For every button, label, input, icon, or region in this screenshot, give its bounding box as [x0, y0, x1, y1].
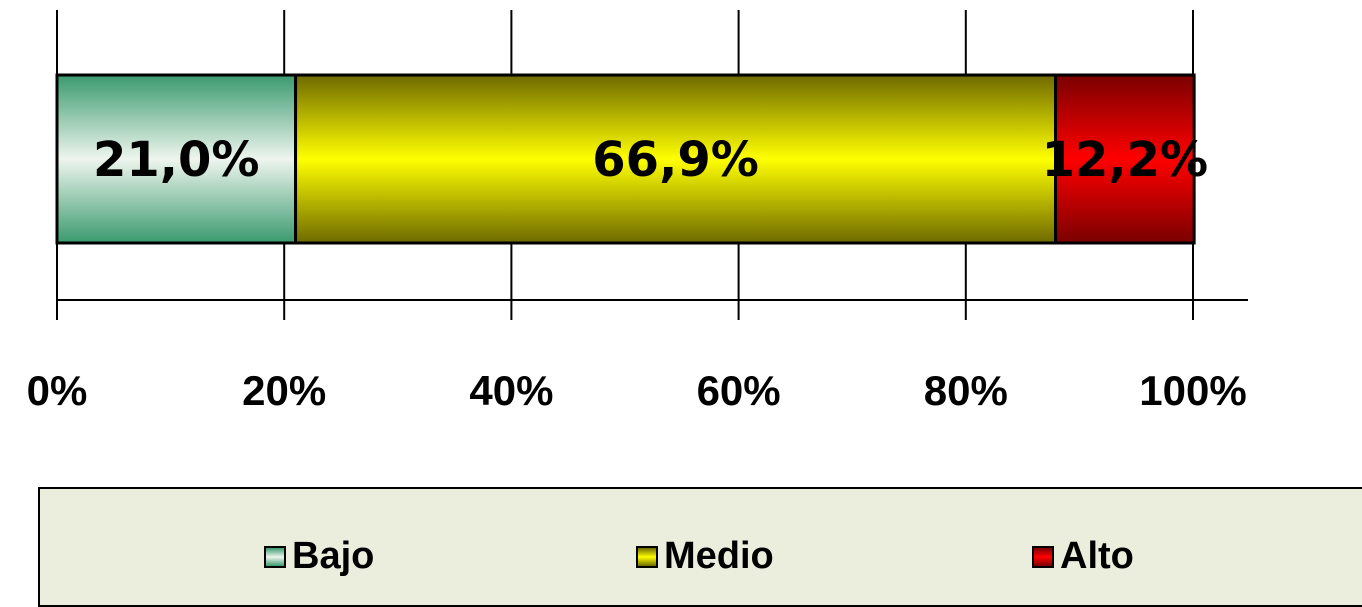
x-tick-label: 0% — [27, 367, 88, 414]
legend: Bajo Medio Alto — [38, 487, 1362, 607]
bar-segment-bajo — [55, 73, 298, 245]
x-tick-label: 40% — [469, 367, 553, 414]
bar-segments: 21,0% 66,9% 12,2% — [55, 73, 1209, 245]
x-tick-label: 80% — [924, 367, 1008, 414]
x-tick-label: 20% — [242, 367, 326, 414]
legend-item-alto: Alto — [1032, 535, 1134, 578]
legend-swatch-medio — [636, 545, 658, 568]
legend-item-bajo: Bajo — [264, 535, 374, 578]
legend-label-alto: Alto — [1060, 535, 1134, 577]
x-tick-label: 100% — [1139, 367, 1246, 414]
x-tick-label: 60% — [697, 367, 781, 414]
legend-label-bajo: Bajo — [292, 535, 375, 577]
legend-item-medio: Medio — [636, 535, 774, 578]
legend-label-medio: Medio — [664, 535, 774, 577]
bar-segment-alto — [1054, 73, 1196, 245]
data-label-medio: 66,9% — [592, 132, 759, 188]
data-label-bajo: 21,0% — [93, 132, 260, 188]
legend-swatch-alto — [1032, 545, 1054, 568]
x-axis: 0% 20% 40% 60% 80% 100% — [27, 10, 1248, 414]
data-label-alto: 12,2% — [1042, 132, 1209, 188]
bar-segment-medio — [294, 73, 1058, 245]
legend-swatch-bajo — [264, 545, 286, 568]
